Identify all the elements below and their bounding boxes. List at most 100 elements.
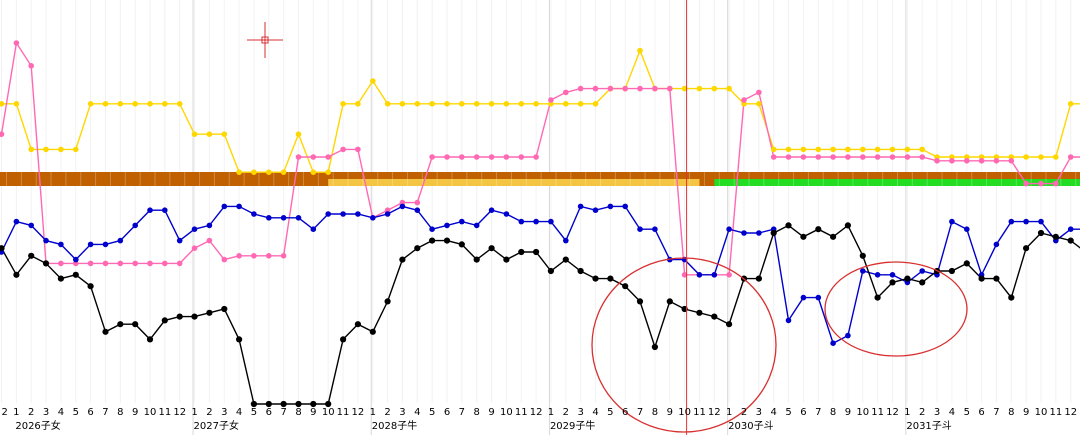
x-tick-label: 3	[43, 407, 49, 418]
data-point	[444, 154, 450, 160]
data-point	[221, 305, 228, 313]
data-point	[770, 154, 777, 160]
data-point	[206, 131, 213, 137]
x-tick-label: 2	[384, 407, 390, 418]
data-point	[711, 313, 718, 320]
x-tick-label: 8	[652, 407, 658, 418]
x-tick-label: 8	[830, 407, 836, 418]
data-point	[964, 226, 970, 232]
data-point	[667, 85, 673, 92]
data-point	[1067, 101, 1074, 107]
data-point	[87, 241, 94, 248]
data-point	[993, 158, 1000, 164]
data-point	[236, 253, 242, 259]
data-point	[176, 237, 183, 244]
x-tick-label: 7	[280, 407, 286, 418]
x-tick-label: 7	[637, 407, 643, 418]
x-tick-label: 4	[771, 407, 777, 418]
data-point	[28, 252, 35, 259]
x-tick-label: 11	[1049, 407, 1062, 418]
data-point	[162, 207, 168, 213]
data-point	[384, 298, 391, 305]
data-point	[755, 275, 763, 282]
data-point	[206, 309, 213, 316]
data-point	[518, 248, 525, 256]
data-point	[681, 272, 688, 278]
x-tick-label: 6	[444, 407, 450, 418]
data-point	[355, 146, 361, 153]
data-point	[874, 146, 881, 153]
data-point	[325, 154, 332, 160]
data-point	[636, 298, 644, 305]
data-point	[518, 154, 525, 160]
data-point	[28, 146, 34, 153]
data-point	[1023, 154, 1029, 160]
x-tick-label: 1	[13, 407, 19, 418]
data-point	[1037, 229, 1045, 237]
data-point	[696, 272, 703, 278]
data-point	[651, 343, 659, 351]
x-tick-label: 10	[1035, 407, 1048, 418]
data-point	[1052, 233, 1059, 240]
data-point	[503, 101, 510, 107]
x-tick-label: 5	[964, 407, 970, 418]
data-point	[1053, 154, 1059, 160]
data-point	[444, 222, 450, 229]
data-point	[28, 222, 34, 229]
data-point	[117, 237, 124, 244]
data-point	[340, 336, 347, 343]
data-point	[384, 211, 391, 217]
data-point	[815, 294, 822, 301]
data-point	[340, 146, 346, 153]
x-tick-label: 9	[845, 407, 851, 418]
data-point	[176, 101, 183, 107]
x-tick-label: 7	[102, 407, 108, 418]
annotations	[247, 0, 968, 435]
data-point	[830, 340, 836, 347]
data-point	[756, 101, 762, 107]
data-point	[978, 275, 985, 282]
data-point	[236, 169, 242, 175]
data-point	[800, 294, 807, 301]
data-point	[221, 131, 228, 137]
data-point	[295, 131, 302, 137]
year-label: 2030子斗	[728, 420, 773, 432]
x-tick-label: 9	[488, 407, 494, 418]
data-point	[711, 85, 718, 92]
data-point	[785, 146, 792, 153]
data-point	[949, 218, 955, 225]
data-point	[488, 207, 495, 213]
data-point	[726, 321, 733, 328]
data-point	[355, 211, 361, 217]
data-point	[563, 89, 569, 96]
data-point	[949, 158, 955, 164]
data-point	[280, 400, 287, 408]
x-tick-label: 1	[370, 407, 376, 418]
data-point	[860, 268, 866, 274]
data-point	[919, 154, 925, 160]
data-point	[756, 230, 762, 236]
data-point	[577, 203, 584, 210]
data-point	[73, 256, 79, 263]
data-point	[904, 146, 911, 153]
data-point	[577, 85, 584, 92]
data-point	[132, 321, 139, 328]
x-tick-label: 4	[414, 407, 420, 418]
data-point	[236, 336, 243, 343]
data-point	[1008, 158, 1015, 164]
data-point	[785, 317, 792, 324]
data-point	[726, 85, 732, 92]
year-label: 2031子斗	[906, 420, 951, 432]
indicator-segment	[714, 179, 1080, 186]
data-point	[459, 218, 465, 225]
data-point	[845, 154, 851, 160]
data-point	[889, 154, 896, 160]
data-point	[503, 211, 510, 217]
x-axis: 2 1 2 3 4 5 6 7 8 9 10 11 12 1 2 3 4 5 6 7 8 9 10 11 12 1 2 3 4 5 6 7 8 9…	[2, 407, 1078, 432]
x-tick-label: 8	[117, 407, 123, 418]
data-point	[874, 294, 881, 301]
data-point	[622, 85, 628, 92]
data-point	[117, 260, 124, 267]
